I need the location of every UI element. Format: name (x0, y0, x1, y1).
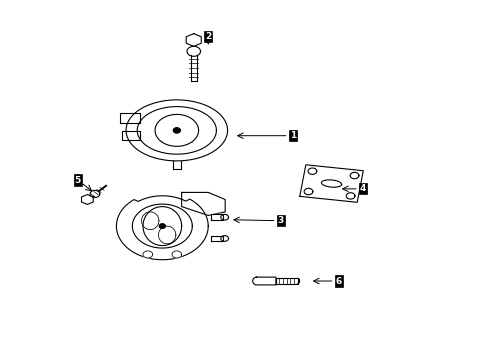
Polygon shape (120, 113, 140, 123)
Polygon shape (252, 277, 275, 285)
Polygon shape (90, 190, 100, 198)
Polygon shape (190, 55, 196, 81)
Polygon shape (221, 236, 228, 241)
Polygon shape (304, 188, 312, 195)
Polygon shape (299, 165, 363, 202)
Polygon shape (321, 180, 341, 187)
Polygon shape (142, 251, 152, 258)
Text: 6: 6 (335, 276, 341, 285)
Polygon shape (186, 33, 201, 46)
Polygon shape (132, 204, 192, 248)
Polygon shape (210, 236, 223, 241)
Polygon shape (186, 46, 200, 56)
Polygon shape (159, 224, 165, 228)
Polygon shape (210, 215, 223, 220)
Polygon shape (349, 172, 358, 179)
Text: 4: 4 (359, 184, 366, 193)
Polygon shape (142, 207, 181, 246)
Text: 3: 3 (277, 216, 284, 225)
Polygon shape (81, 194, 93, 204)
Text: 1: 1 (289, 131, 295, 140)
Polygon shape (173, 128, 180, 133)
Polygon shape (116, 196, 208, 260)
Polygon shape (173, 128, 180, 133)
Polygon shape (181, 192, 224, 215)
Polygon shape (307, 168, 316, 174)
Polygon shape (122, 131, 140, 140)
Polygon shape (275, 278, 297, 284)
Polygon shape (346, 193, 354, 199)
Text: 2: 2 (204, 32, 211, 41)
Polygon shape (158, 226, 176, 244)
Polygon shape (172, 251, 181, 258)
Polygon shape (221, 215, 228, 220)
Polygon shape (126, 100, 227, 161)
Polygon shape (159, 224, 165, 228)
Polygon shape (141, 212, 159, 230)
Text: 5: 5 (75, 176, 81, 185)
Polygon shape (155, 114, 198, 146)
